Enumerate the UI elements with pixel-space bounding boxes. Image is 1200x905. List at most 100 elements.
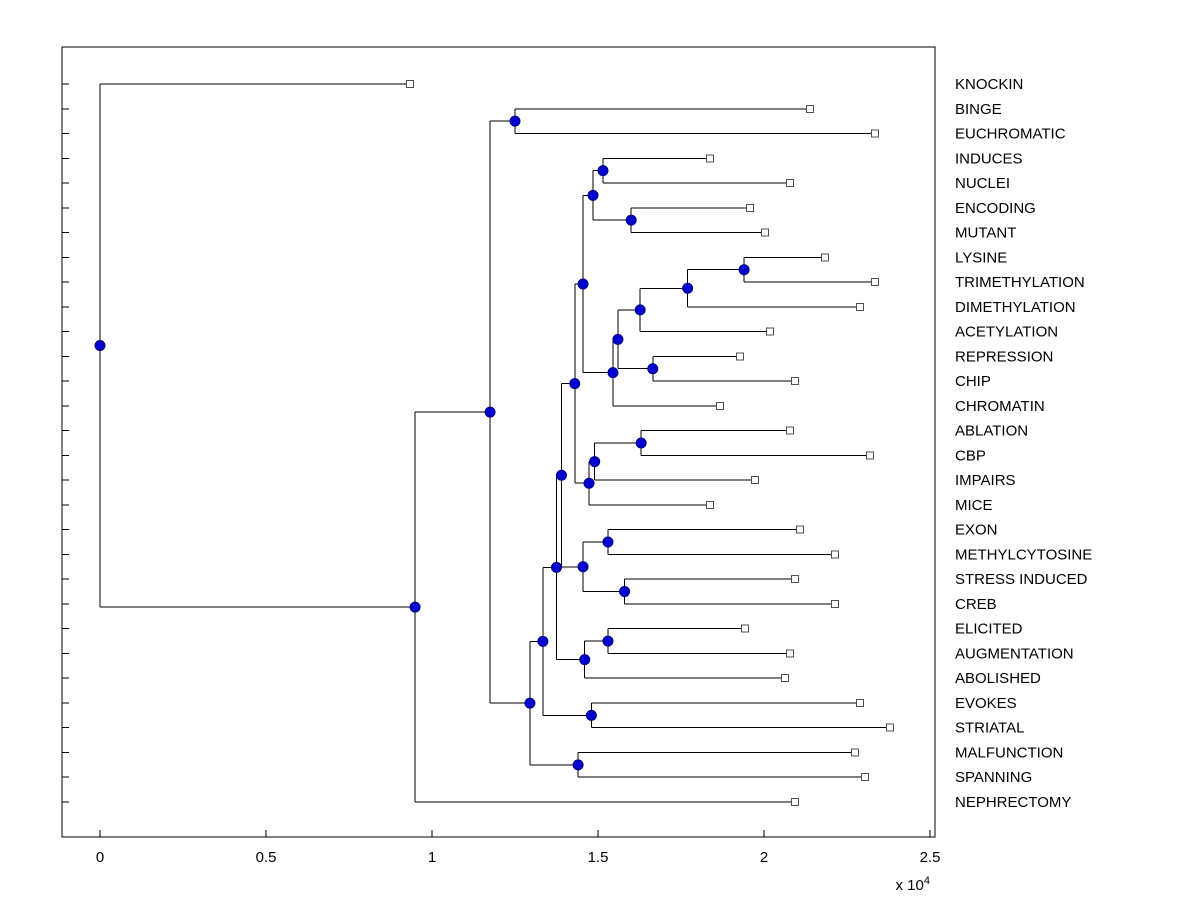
leaf-marker: [860, 773, 869, 782]
leaf-marker: [780, 674, 789, 683]
leaf-label: ENCODING: [955, 200, 1036, 217]
x-axis-tick-label: 2: [760, 849, 768, 866]
leaf-label: INDUCES: [955, 150, 1023, 167]
internal-node-marker: [647, 363, 659, 375]
internal-node-marker: [625, 214, 637, 226]
leaf-label: EUCHROMATIC: [955, 126, 1066, 143]
leaf-marker: [806, 104, 815, 113]
leaf-label: BINGE: [955, 101, 1002, 118]
internal-node-marker: [577, 561, 589, 573]
internal-node-marker: [738, 264, 750, 276]
internal-node-marker: [537, 635, 549, 647]
leaf-label: STRIATAL: [955, 720, 1024, 737]
x-axis-tick-label: 0: [96, 849, 104, 866]
leaf-marker: [715, 401, 724, 410]
leaf-label: ABOLISHED: [955, 670, 1041, 687]
leaf-marker: [865, 451, 874, 460]
leaf-marker: [790, 575, 799, 584]
leaf-markers: [406, 80, 895, 806]
x-axis-tick-label: 0.5: [256, 849, 277, 866]
leaf-marker: [855, 302, 864, 311]
leaf-marker: [831, 599, 840, 608]
leaf-marker: [741, 624, 750, 633]
internal-node-marker: [577, 278, 589, 290]
leaf-label: CHIP: [955, 373, 991, 390]
leaf-marker: [870, 129, 879, 138]
internal-node-marker: [409, 601, 421, 613]
internal-node-marker: [635, 437, 647, 449]
internal-node-marker: [94, 340, 106, 352]
leaf-marker: [406, 80, 415, 88]
leaf-marker: [751, 476, 760, 485]
tree-branches: [99, 83, 891, 803]
leaf-marker: [765, 327, 774, 336]
leaf-label: MUTANT: [955, 225, 1016, 242]
leaf-marker: [705, 500, 714, 509]
leaf-label: ABLATION: [955, 423, 1028, 440]
internal-node-markers: [94, 115, 750, 771]
internal-node-marker: [634, 304, 646, 316]
leaf-label: CREB: [955, 596, 997, 613]
leaf-marker: [760, 228, 769, 237]
leaf-marker: [736, 352, 745, 361]
leaf-label: AUGMENTATION: [955, 645, 1074, 662]
internal-node-marker: [597, 165, 609, 177]
leaf-label: REPRESSION: [955, 348, 1053, 365]
internal-node-marker: [484, 406, 496, 418]
leaf-marker: [795, 525, 804, 534]
leaf-label: KNOCKIN: [955, 76, 1023, 93]
leaf-marker: [831, 550, 840, 559]
leaf-label: METHYLCYTOSINE: [955, 546, 1092, 563]
leaf-marker: [785, 649, 794, 658]
axes-group: [61, 46, 936, 838]
leaf-marker: [821, 253, 830, 262]
x-axis-tick-labels: 0 0.5 1 1.5 2 2.5: [96, 849, 941, 866]
leaf-label: NEPHRECTOMY: [955, 794, 1071, 811]
x-axis-tick-label: 1: [428, 849, 436, 866]
leaf-label: LYSINE: [955, 249, 1007, 266]
internal-node-marker: [555, 469, 567, 481]
leaf-label: SPANNING: [955, 769, 1032, 786]
internal-node-marker: [572, 759, 584, 771]
leaf-label: CHROMATIN: [955, 398, 1045, 415]
axes-box: [61, 46, 936, 838]
internal-node-marker: [524, 697, 536, 709]
internal-node-marker: [583, 477, 595, 489]
internal-node-marker: [602, 536, 614, 548]
internal-node-marker: [612, 333, 624, 345]
internal-node-marker: [607, 367, 619, 379]
leaf-label: STRESS INDUCED: [955, 571, 1088, 588]
leaf-label: EVOKES: [955, 695, 1017, 712]
leaf-marker: [850, 748, 859, 757]
leaf-label: ELICITED: [955, 621, 1023, 638]
leaf-label: DIMETHYLATION: [955, 299, 1076, 316]
internal-node-marker: [587, 189, 599, 201]
leaf-marker: [705, 154, 714, 163]
internal-node-marker: [509, 115, 521, 127]
leaf-label: ACETYLATION: [955, 324, 1058, 341]
leaf-marker: [746, 203, 755, 212]
x-axis-tick-label: 1.5: [588, 849, 609, 866]
leaf-label: NUCLEI: [955, 175, 1010, 192]
leaf-marker: [785, 179, 794, 188]
leaf-label: CBP: [955, 447, 986, 464]
leaf-marker: [790, 377, 799, 386]
internal-node-marker: [589, 456, 601, 468]
internal-node-marker: [682, 282, 694, 294]
internal-node-marker: [619, 586, 631, 598]
leaf-marker: [886, 723, 895, 732]
leaf-label: EXON: [955, 522, 998, 539]
leaf-labels: KNOCKIN BINGE EUCHROMATIC INDUCES NUCLEI ENCO…: [955, 76, 1092, 811]
leaf-label: IMPAIRS: [955, 472, 1016, 489]
internal-node-marker: [585, 709, 597, 721]
axis-multiplier-label: x 104: [896, 875, 930, 894]
leaf-label: TRIMETHYLATION: [955, 274, 1085, 291]
leaf-marker: [870, 278, 879, 287]
x-axis-tick-label: 2.5: [920, 849, 941, 866]
leaf-marker: [790, 798, 799, 806]
leaf-marker: [785, 426, 794, 435]
internal-node-marker: [569, 378, 581, 390]
internal-node-marker: [579, 654, 591, 666]
